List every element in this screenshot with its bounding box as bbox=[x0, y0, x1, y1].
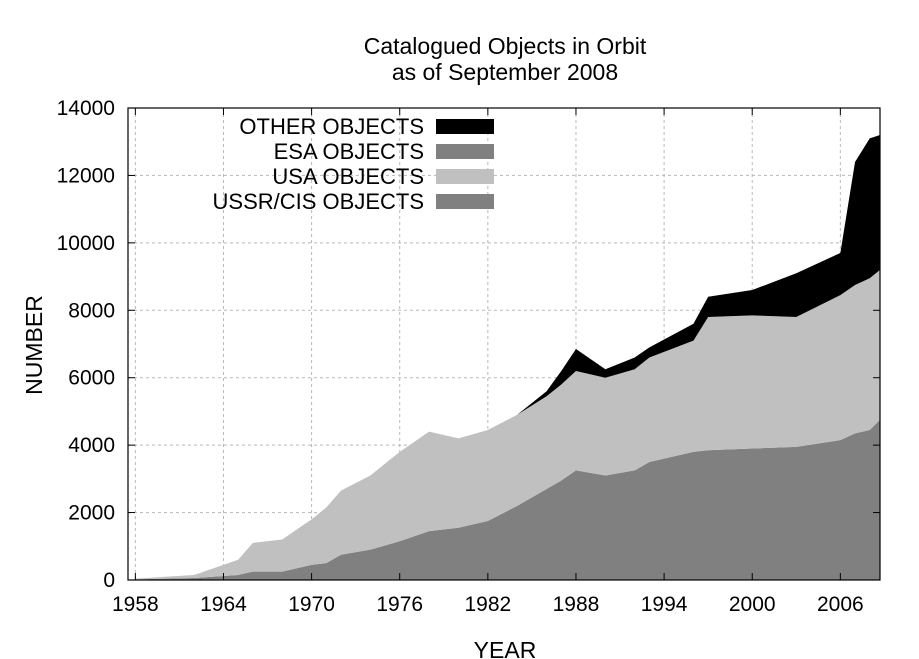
x-tick-label-1964: 1964 bbox=[200, 593, 247, 616]
x-tick-label-1958: 1958 bbox=[112, 593, 159, 616]
area-ussr-cis-objects bbox=[135, 419, 880, 580]
legend-swatch-other-objects bbox=[436, 119, 494, 134]
chart-title-line-2: as of September 2008 bbox=[392, 59, 618, 85]
x-tick-label-1982: 1982 bbox=[464, 593, 511, 616]
plot-frame bbox=[127, 107, 881, 581]
area-usa-objects bbox=[135, 269, 880, 580]
x-tick-label-1970: 1970 bbox=[288, 593, 335, 616]
legend-label-usa-objects: USA OBJECTS bbox=[272, 164, 424, 189]
x-tick-label-1988: 1988 bbox=[553, 593, 600, 616]
legend-label-esa-objects: ESA OBJECTS bbox=[274, 139, 424, 164]
y-tick-label-8000: 8000 bbox=[68, 299, 115, 322]
y-axis-ticks: 0 2000 4000 6000 8000 10000 12000 14000 bbox=[57, 97, 880, 592]
y-axis-label: NUMBER bbox=[21, 295, 47, 395]
legend-label-ussr-cis-objects: USSR/CIS OBJECTS bbox=[213, 189, 424, 214]
stacked-areas bbox=[135, 134, 880, 580]
y-tick-label-12000: 12000 bbox=[57, 164, 115, 187]
x-axis-ticks: 1958 1964 1970 1976 1982 1988 1994 2000 2006 bbox=[112, 108, 864, 616]
chart-title-line-1: Catalogued Objects in Orbit bbox=[364, 33, 647, 59]
y-tick-label-0: 0 bbox=[103, 569, 115, 592]
legend-swatch-ussr-cis-objects bbox=[436, 194, 494, 209]
x-tick-label-2006: 2006 bbox=[817, 593, 864, 616]
plot-border bbox=[127, 107, 881, 581]
x-axis-label: YEAR bbox=[474, 637, 537, 659]
legend-swatch-usa-objects bbox=[436, 169, 494, 184]
y-tick-label-2000: 2000 bbox=[68, 502, 115, 525]
y-tick-label-10000: 10000 bbox=[57, 232, 115, 255]
y-tick-label-4000: 4000 bbox=[68, 434, 115, 457]
y-tick-label-14000: 14000 bbox=[57, 97, 115, 120]
legend-label-other-objects: OTHER OBJECTS bbox=[239, 114, 424, 139]
legend-swatch-esa-objects bbox=[436, 144, 494, 159]
x-tick-label-2000: 2000 bbox=[729, 593, 776, 616]
y-tick-label-6000: 6000 bbox=[68, 367, 115, 390]
x-tick-label-1976: 1976 bbox=[376, 593, 423, 616]
x-tick-label-1994: 1994 bbox=[641, 593, 688, 616]
